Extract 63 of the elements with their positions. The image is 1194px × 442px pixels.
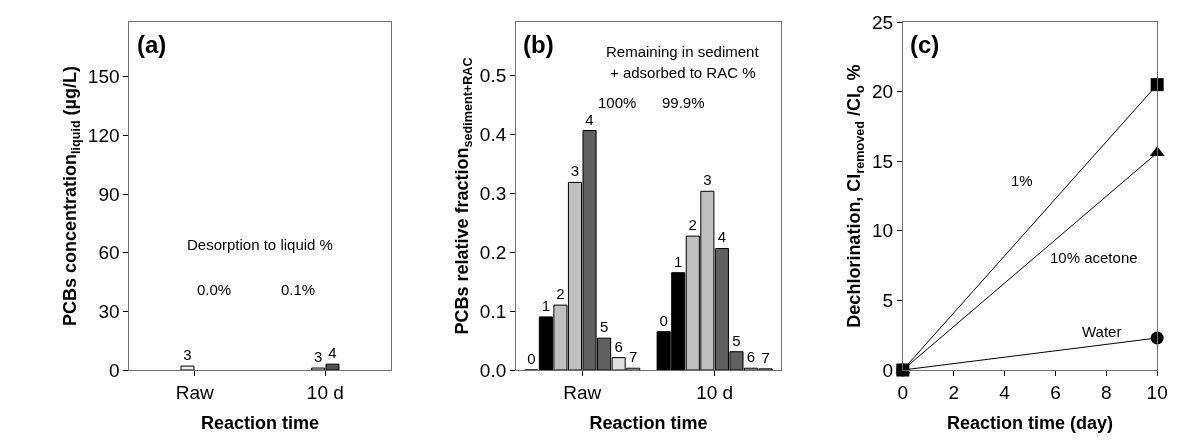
y-tick-label: 150 (87, 66, 120, 88)
y-tick-label: 20 (871, 81, 894, 103)
x-axis-title: Reaction time (200, 412, 319, 433)
x-tick-label: 10 d (696, 381, 734, 403)
x-tick-label: Raw (175, 381, 214, 403)
series-label: 4 (328, 344, 337, 362)
series-label: 0 (527, 350, 536, 367)
chart-title: (a) (137, 31, 167, 58)
y-tick-label: 0.1 (479, 300, 507, 322)
text: 1 (674, 252, 683, 270)
annotation: 100% (598, 94, 637, 111)
annotation: 99.9% (662, 94, 705, 111)
x-axis-title: Reaction time (589, 412, 708, 433)
annotation: + adsorbed to RAC % (610, 64, 756, 81)
y-tick-label: 0.5 (479, 64, 507, 86)
chart-title: (b) (523, 31, 554, 58)
y-tick-label: 0.3 (479, 182, 507, 204)
series-label: 5 (599, 318, 609, 336)
y-tick-label: 30 (98, 301, 120, 322)
annotation: Desorption to liquid % (187, 236, 333, 253)
annotation: 0.0% (197, 281, 232, 298)
x-tick-label: 8 (1101, 381, 1112, 403)
y-tick-label: 0 (882, 359, 894, 381)
text: 7 (761, 348, 770, 366)
series-label: 3 (183, 346, 192, 364)
x-tick-label: 4 (999, 381, 1011, 403)
text: 4 (717, 228, 727, 246)
series-label: 4 (585, 110, 594, 128)
y-tick-label: 15 (871, 150, 894, 172)
x-tick-label: 2 (948, 381, 959, 403)
y-tick-label: 0.4 (479, 123, 507, 145)
series-label: 1% (1011, 172, 1033, 189)
annotation: 0.1% (281, 281, 316, 298)
text: 3 (313, 348, 323, 366)
series-label: Water (1082, 323, 1122, 340)
x-tick-label: Raw (563, 381, 602, 403)
series-label: 1 (541, 296, 551, 314)
x-axis-title: Reaction time (day) (946, 412, 1114, 433)
chart-title: (c) (910, 31, 940, 58)
y-tick-label: 0.2 (479, 241, 507, 263)
y-tick-label: 5 (882, 290, 894, 312)
series-label: 7 (629, 348, 638, 366)
x-tick-label: 6 (1050, 381, 1061, 403)
series-label: 6 (614, 337, 623, 355)
y-tick-label: 10 (871, 220, 894, 242)
annotation: Remaining in sediment (606, 43, 760, 60)
x-tick-label: 10 d (306, 381, 344, 403)
text: 0 (659, 311, 668, 329)
text: 3 (703, 171, 712, 189)
series-label: 2 (556, 285, 565, 303)
x-tick-label: 10 (1146, 381, 1168, 403)
y-tick-label: 90 (98, 183, 120, 205)
y-tick-label: 60 (98, 242, 120, 264)
text: 2 (688, 216, 697, 234)
x-tick-label: 0 (897, 381, 909, 403)
series-label: 3 (570, 162, 580, 180)
series-label: 10% acetone (1050, 249, 1138, 266)
y-tick-label: 120 (87, 125, 120, 147)
text: 6 (746, 348, 756, 366)
text: 5 (732, 331, 741, 349)
y-tick-label: 0 (108, 359, 120, 381)
y-tick-label: 0.0 (479, 359, 507, 381)
y-tick-label: 25 (871, 11, 894, 33)
